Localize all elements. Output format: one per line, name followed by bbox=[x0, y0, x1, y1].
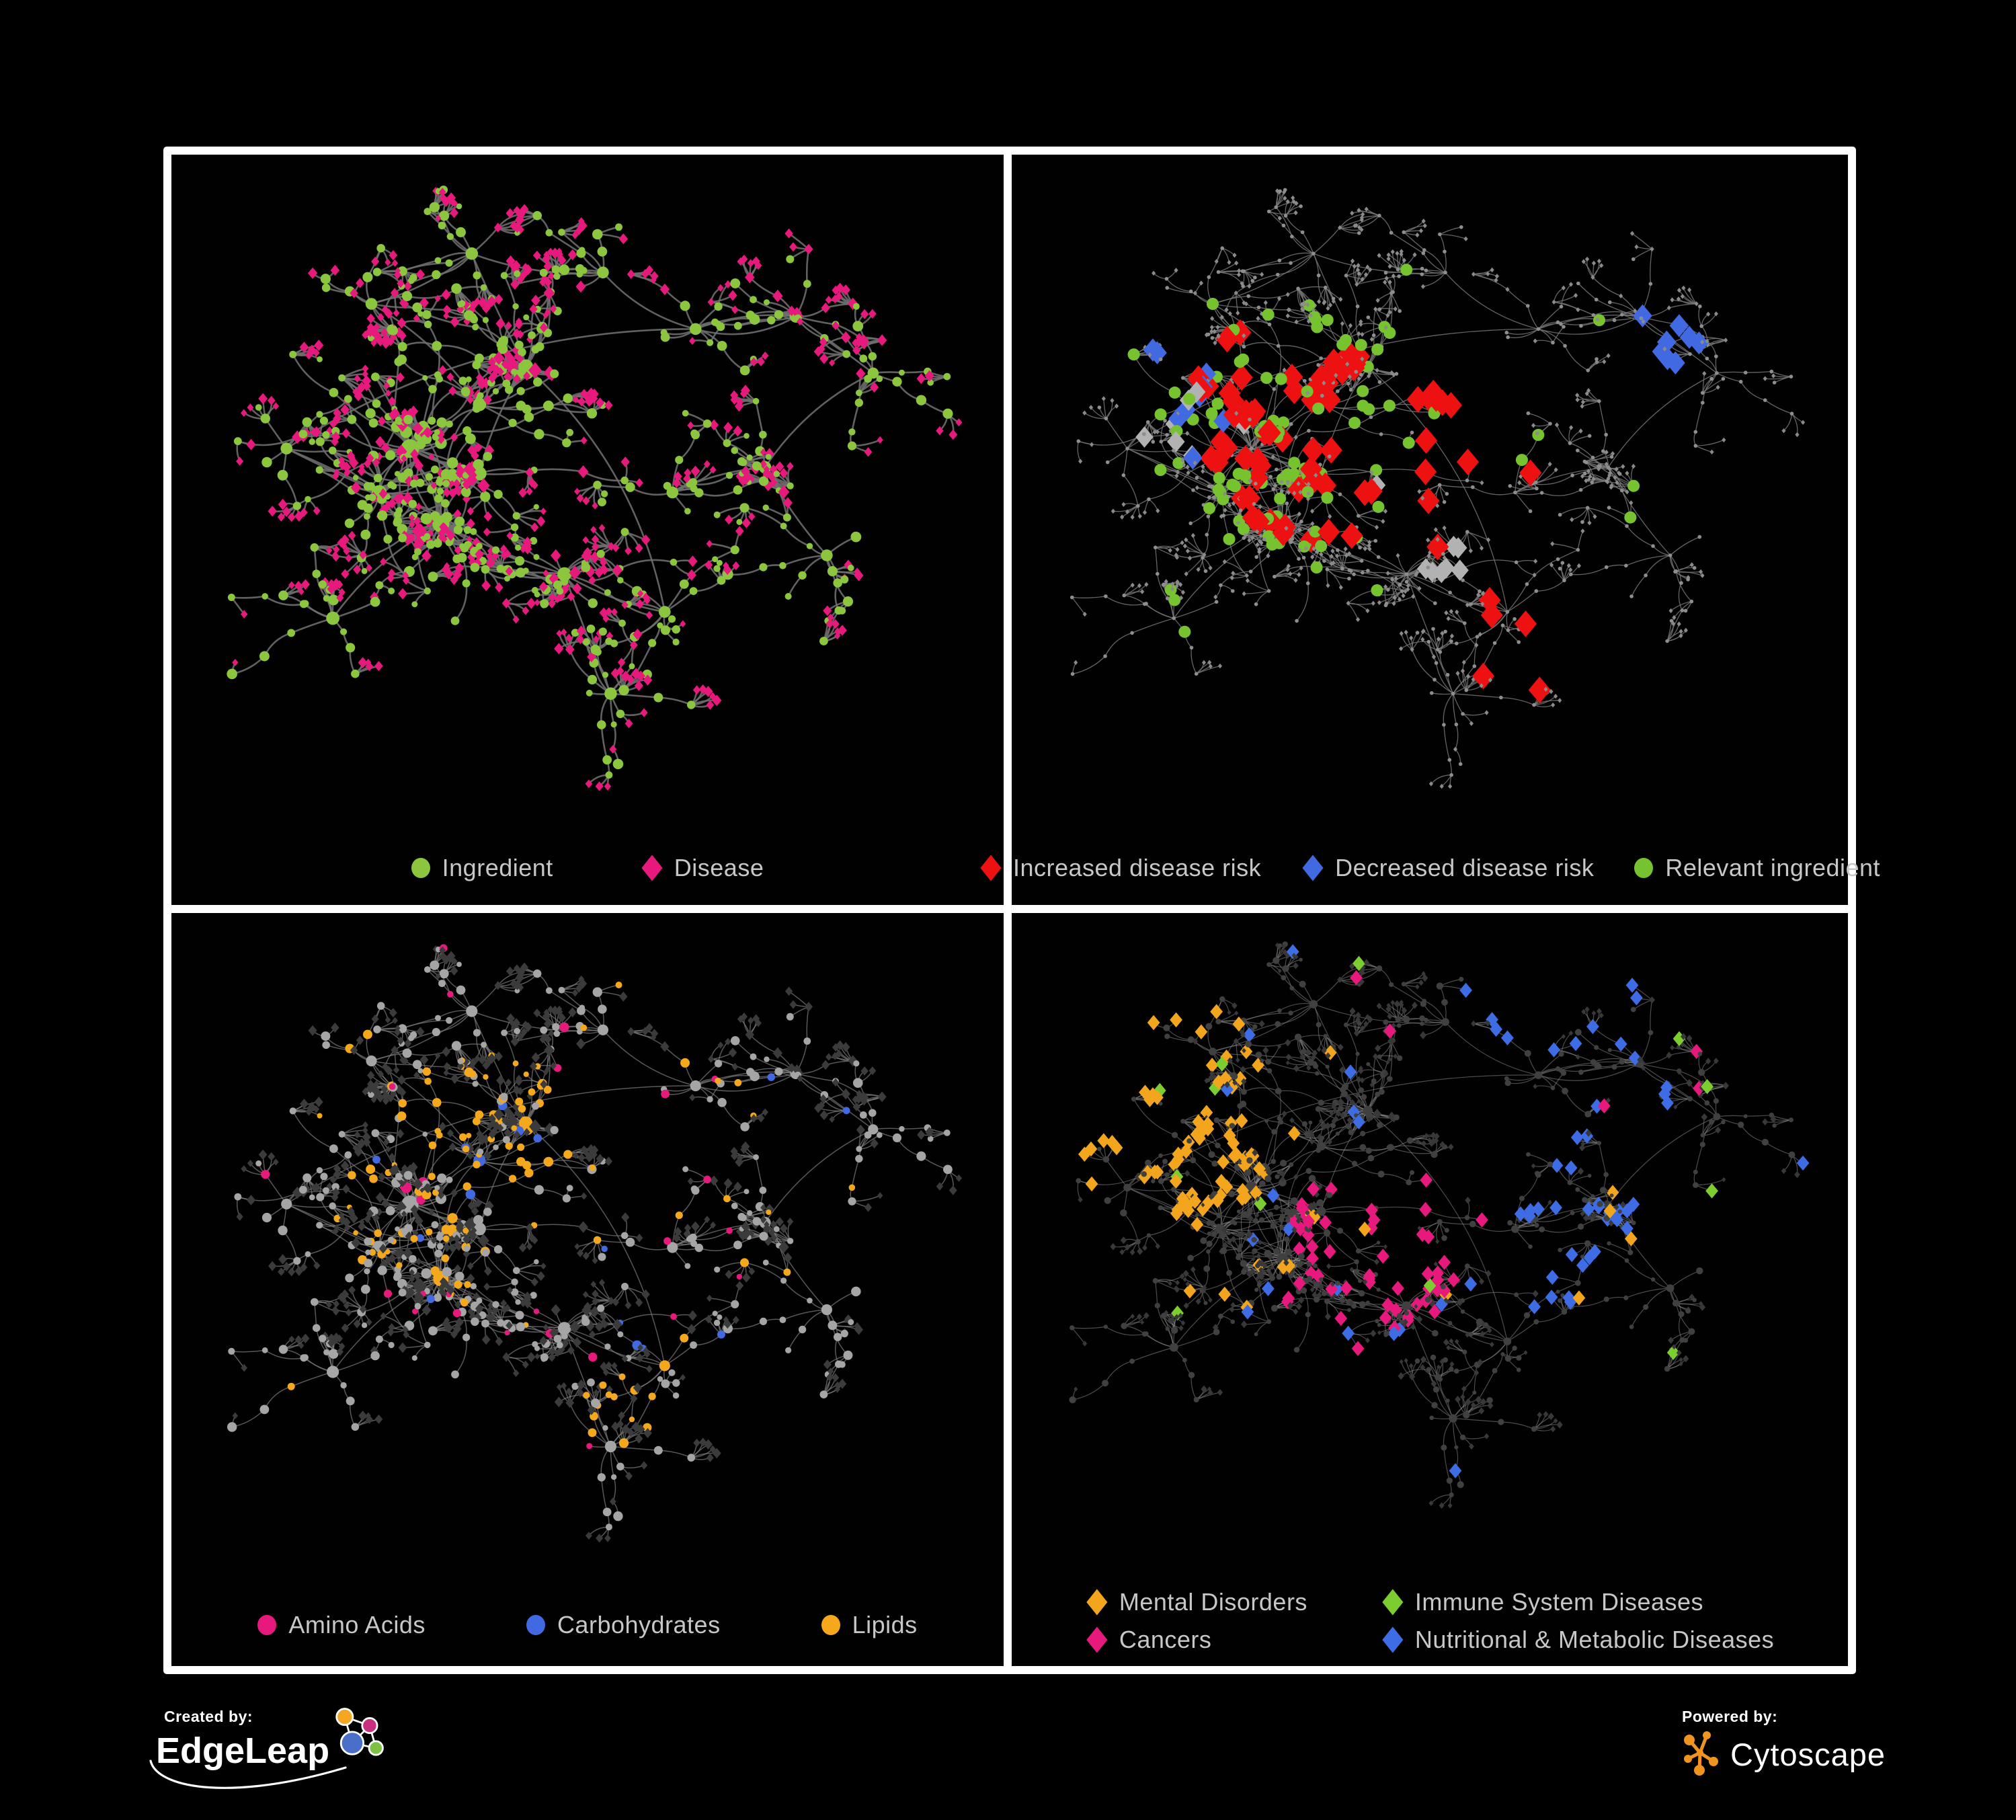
diamond-marker bbox=[641, 855, 663, 881]
legend-label: Amino Acids bbox=[288, 1611, 426, 1638]
legend-item-lipids: Lipids bbox=[821, 1611, 918, 1639]
legend-disease-categories: Mental Disorders Immune System Diseases Ca… bbox=[1086, 1588, 1774, 1654]
diamond-marker bbox=[1302, 855, 1324, 881]
edgeleap-credit: Created by: EdgeLeap bbox=[149, 1708, 395, 1789]
network-graph-nutrient-classes bbox=[227, 944, 963, 1543]
legend-disease-risk: Increased disease risk Decreased disease … bbox=[980, 854, 1880, 882]
legend-item-amino-acids: Amino Acids bbox=[257, 1611, 426, 1639]
legend-label: Increased disease risk bbox=[1012, 854, 1262, 881]
cytoscape-logo-text: Cytoscape bbox=[1730, 1736, 1886, 1772]
legend-label: Carbohydrates bbox=[557, 1611, 721, 1638]
network-graph-disease-risk bbox=[1070, 188, 1806, 789]
legend-label: Ingredient bbox=[442, 854, 553, 881]
edgeleap-logo-icon bbox=[335, 1708, 384, 1756]
diamond-marker bbox=[980, 855, 1002, 881]
panel-disease-categories: Mental Disorders Immune System Diseases Ca… bbox=[1004, 905, 1856, 1674]
legend-item-cancers: Cancers bbox=[1086, 1626, 1307, 1654]
legend-item-relevant-ingredient: Relevant ingredient bbox=[1634, 854, 1880, 882]
diamond-marker bbox=[1086, 1589, 1108, 1616]
legend-item-disease: Disease bbox=[641, 854, 764, 882]
edgeleap-node-blue bbox=[339, 1731, 365, 1755]
circle-marker bbox=[526, 1615, 545, 1635]
panel-ingredient-disease: Ingredient Disease bbox=[163, 147, 1012, 913]
legend-label: Lipids bbox=[852, 1611, 918, 1638]
circle-marker bbox=[411, 858, 430, 878]
created-by-label: Created by: bbox=[164, 1708, 253, 1725]
legend-label: Nutritional & Metabolic Diseases bbox=[1414, 1626, 1775, 1653]
legend-label: Disease bbox=[674, 854, 764, 881]
legend-item-nutritional-metabolic-diseases: Nutritional & Metabolic Diseases bbox=[1381, 1626, 1774, 1654]
edgeleap-node-magenta bbox=[361, 1717, 378, 1735]
legend-ingredient-disease: Ingredient Disease bbox=[171, 854, 1004, 882]
cytoscape-logo-icon bbox=[1684, 1731, 1718, 1776]
diamond-marker bbox=[1382, 1589, 1404, 1616]
legend-label: Cancers bbox=[1119, 1626, 1212, 1653]
edgeleap-node-green bbox=[368, 1740, 384, 1756]
legend-item-decreased-disease-risk: Decreased disease risk bbox=[1301, 854, 1594, 882]
legend-item-ingredient: Ingredient bbox=[411, 854, 553, 882]
legend-label: Mental Disorders bbox=[1119, 1588, 1307, 1616]
panel-disease-risk: Increased disease risk Decreased disease … bbox=[980, 147, 1880, 913]
legend-item-increased-disease-risk: Increased disease risk bbox=[979, 854, 1261, 882]
panel-nutrient-classes: Amino Acids Carbohydrates Lipids bbox=[163, 905, 1012, 1674]
legend-label: Immune System Diseases bbox=[1414, 1588, 1704, 1616]
powered-by-label: Powered by: bbox=[1682, 1708, 1778, 1725]
circle-marker bbox=[1634, 858, 1654, 878]
circle-marker bbox=[821, 1615, 840, 1635]
legend-label: Decreased disease risk bbox=[1335, 854, 1595, 881]
diamond-marker bbox=[1382, 1626, 1404, 1653]
network-graph-ingredient-disease bbox=[227, 186, 963, 791]
legend-item-mental-disorders: Mental Disorders bbox=[1086, 1588, 1307, 1616]
legend-label: Relevant ingredient bbox=[1665, 854, 1881, 881]
network-graph-disease-categories bbox=[1069, 941, 1810, 1509]
diamond-marker bbox=[1086, 1626, 1108, 1653]
cytoscape-credit: Powered by: Cytoscape bbox=[1682, 1708, 1886, 1778]
edgeleap-logo-text: EdgeLeap bbox=[156, 1731, 330, 1771]
legend-item-immune-system-diseases: Immune System Diseases bbox=[1381, 1588, 1774, 1616]
circle-marker bbox=[257, 1615, 277, 1635]
legend-item-carbohydrates: Carbohydrates bbox=[526, 1611, 721, 1639]
edgeleap-node-orange bbox=[335, 1708, 354, 1727]
legend-nutrient-classes: Amino Acids Carbohydrates Lipids bbox=[171, 1611, 1004, 1639]
